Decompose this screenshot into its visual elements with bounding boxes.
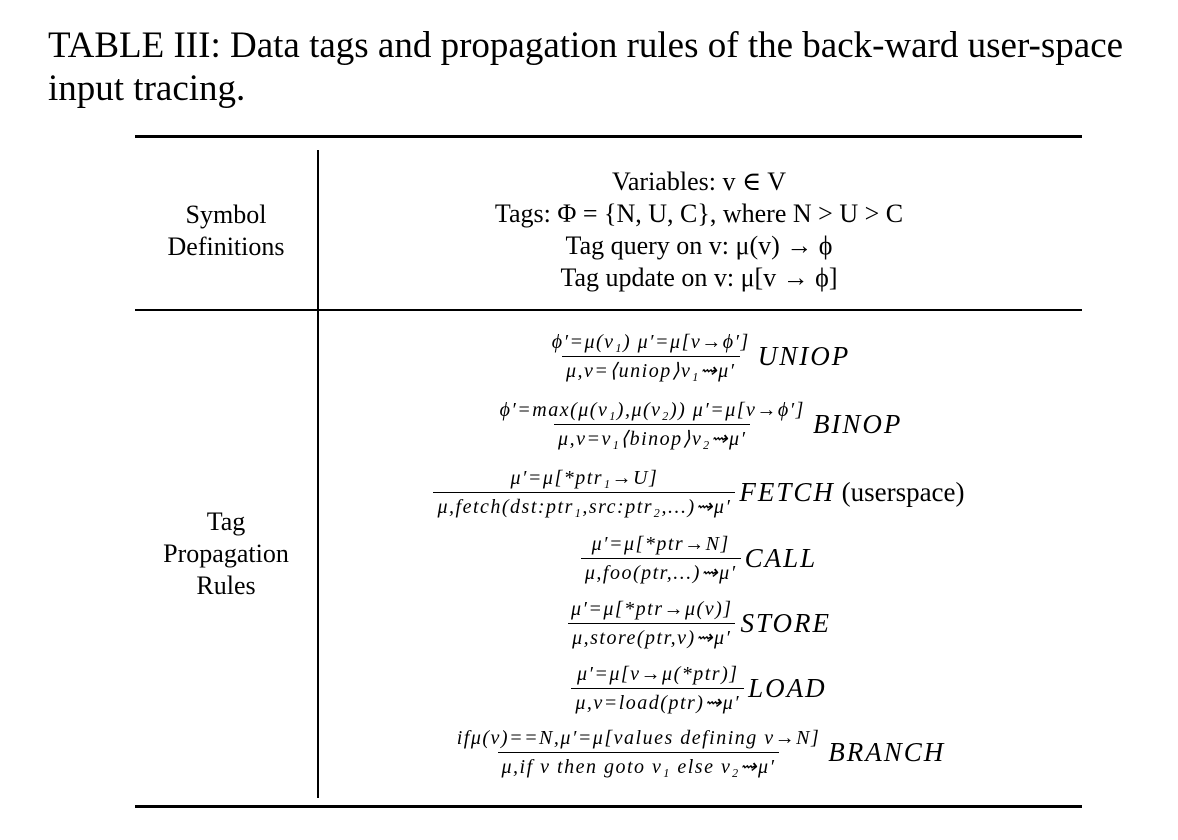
inference-fraction: μ′=μ[*ptr→μ(v)] μ,store(ptr,v)⇝μ′ <box>567 597 737 650</box>
definition-tags: Tags: Φ = {N, U, C}, where N > U > C <box>494 199 904 228</box>
rule-premise: μ′=μ[v→μ(*ptr)] <box>576 663 739 685</box>
rule-name: BRANCH <box>828 737 946 767</box>
rule-conclusion: μ,store(ptr,v)⇝μ′ <box>568 623 736 650</box>
rule-premise: μ′=μ[*ptr₁→U] <box>510 467 659 489</box>
rule-name: LOAD <box>748 673 827 703</box>
column-divider <box>317 150 319 798</box>
table-caption: TABLE III: Data tags and propagation rul… <box>48 25 1124 109</box>
rule-call: μ′=μ[*ptr→N] μ,foo(ptr,...)⇝μ′ CALL <box>318 532 1080 585</box>
rule-premise: μ′=μ[*ptr→μ(v)] <box>570 598 733 620</box>
inference-fraction: ϕ′=μ(v₁) μ′=μ[v→ϕ′] μ,v=⟨uniop⟩v₁⇝μ′ <box>548 330 754 383</box>
row-label-symbol-definitions: Symbol Definitions <box>135 199 317 263</box>
mid-rule <box>135 309 1082 311</box>
inference-fraction: ifμ(v)==N,μ′=μ[values defining v→N] μ,if… <box>453 726 825 779</box>
rule-name: STORE <box>740 608 832 638</box>
label-line: Rules <box>196 571 256 600</box>
inference-fraction: μ′=μ[*ptr₁→U] μ,fetch(dst:ptr₁,src:ptr₂,… <box>433 466 736 519</box>
rule-name: CALL <box>744 543 818 573</box>
inference-fraction: μ′=μ[v→μ(*ptr)] μ,v=load(ptr)⇝μ′ <box>571 662 745 715</box>
rule-store: μ′=μ[*ptr→μ(v)] μ,store(ptr,v)⇝μ′ STORE <box>318 597 1080 650</box>
rule-name: FETCH (userspace) <box>739 477 965 507</box>
rule-premise: ifμ(v)==N,μ′=μ[values defining v→N] <box>456 727 821 749</box>
rule-name: UNIOP <box>757 341 851 371</box>
rules-cell: ϕ′=μ(v₁) μ′=μ[v→ϕ′] μ,v=⟨uniop⟩v₁⇝μ′ UNI… <box>318 318 1080 790</box>
rule-branch: ifμ(v)==N,μ′=μ[values defining v→N] μ,if… <box>318 726 1080 779</box>
label-line: Definitions <box>167 232 285 261</box>
definition-variables: Variables: v ∈ V <box>611 167 786 196</box>
rule-load: μ′=μ[v→μ(*ptr)] μ,v=load(ptr)⇝μ′ LOAD <box>318 662 1080 715</box>
label-line: Propagation <box>163 539 289 568</box>
rule-premise: ϕ′=max(μ(v₁),μ(v₂)) μ′=μ[v→ϕ′] <box>499 399 805 421</box>
rule-uniop: ϕ′=μ(v₁) μ′=μ[v→ϕ′] μ,v=⟨uniop⟩v₁⇝μ′ UNI… <box>318 330 1080 383</box>
rule-premise: ϕ′=μ(v₁) μ′=μ[v→ϕ′] <box>551 331 750 353</box>
definition-tag-query: Tag query on v: μ(v) → ϕ <box>565 231 833 260</box>
top-rule <box>135 135 1082 138</box>
definition-tag-update: Tag update on v: μ[v → ϕ] <box>560 263 838 292</box>
rule-name: BINOP <box>812 409 903 439</box>
label-line: Symbol <box>185 200 267 229</box>
rule-binop: ϕ′=max(μ(v₁),μ(v₂)) μ′=μ[v→ϕ′] μ,v=v₁⟨bi… <box>318 398 1080 451</box>
bottom-rule <box>135 805 1082 808</box>
definitions-cell: Variables: v ∈ V Tags: Φ = {N, U, C}, wh… <box>318 166 1080 294</box>
inference-fraction: μ′=μ[*ptr→N] μ,foo(ptr,...)⇝μ′ <box>580 532 741 585</box>
rule-conclusion: μ,v=load(ptr)⇝μ′ <box>571 688 745 715</box>
rule-conclusion: μ,v=⟨uniop⟩v₁⇝μ′ <box>561 356 740 383</box>
rule-conclusion: μ,fetch(dst:ptr₁,src:ptr₂,...)⇝μ′ <box>433 492 736 519</box>
rule-fetch: μ′=μ[*ptr₁→U] μ,fetch(dst:ptr₁,src:ptr₂,… <box>318 466 1080 519</box>
inference-fraction: ϕ′=max(μ(v₁),μ(v₂)) μ′=μ[v→ϕ′] μ,v=v₁⟨bi… <box>496 398 809 451</box>
rule-conclusion: μ,if v then goto v₁ else v₂⇝μ′ <box>497 752 780 779</box>
rule-conclusion: μ,foo(ptr,...)⇝μ′ <box>580 558 741 585</box>
rule-conclusion: μ,v=v₁⟨binop⟩v₂⇝μ′ <box>554 424 751 451</box>
rule-premise: μ′=μ[*ptr→N] <box>591 533 730 555</box>
row-label-tag-propagation-rules: Tag Propagation Rules <box>135 506 317 602</box>
label-line: Tag <box>206 507 246 536</box>
